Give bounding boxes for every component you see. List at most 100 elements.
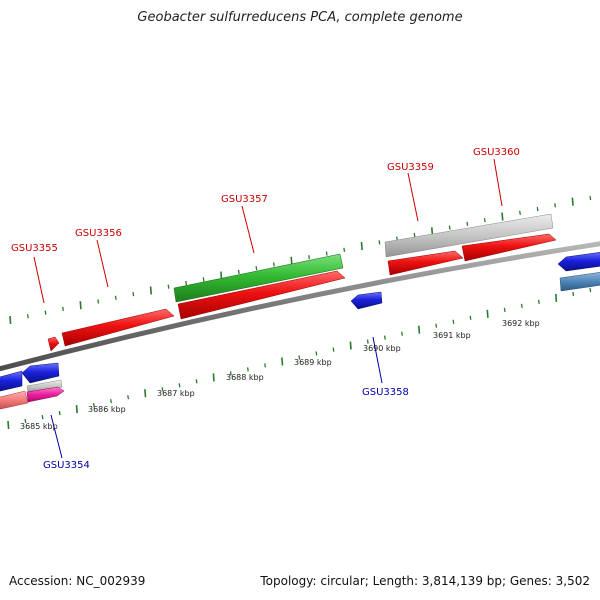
gene-label-GSU3356[interactable]: GSU3356 — [75, 228, 122, 239]
scale-label: 3685 kbp — [20, 422, 58, 431]
scale-tick — [62, 306, 64, 311]
scale-labels: 3685 kbp 3686 kbp 3687 kbp 3688 kbp 3689… — [20, 319, 540, 431]
scale-tick — [144, 389, 147, 398]
gene-GSU3359-gray-bar[interactable] — [384, 213, 554, 258]
gene-left-salmon-bar[interactable] — [0, 390, 29, 410]
scale-tick — [7, 420, 10, 430]
gene-GSU3356-arrow[interactable] — [61, 308, 175, 347]
label-leaders — [33, 158, 503, 459]
gene-GSU3360-arrow[interactable] — [461, 233, 557, 262]
scale-tick — [486, 309, 489, 318]
leader-GSU3360 — [493, 158, 503, 207]
gene-label-GSU3360[interactable]: GSU3360 — [473, 147, 520, 158]
gene-left-gray-bar[interactable] — [26, 379, 63, 394]
scale-label: 3692 kbp — [502, 319, 540, 328]
scale-tick — [246, 367, 249, 372]
scale-tick — [24, 418, 27, 424]
scale-tick — [79, 301, 82, 310]
scale-tick — [418, 325, 421, 334]
scale-tick — [503, 307, 506, 312]
scale-tick — [132, 292, 135, 297]
scale-tick — [520, 303, 523, 308]
scale-tick — [167, 284, 170, 289]
scale-label: 3686 kbp — [88, 405, 126, 414]
scale-label: 3690 kbp — [363, 344, 401, 353]
scale-tick — [308, 255, 311, 260]
scale-tick — [360, 242, 363, 251]
gene-label-GSU3354[interactable]: GSU3354 — [43, 460, 90, 471]
scale-tick — [264, 363, 267, 368]
genome-backbone — [0, 241, 600, 372]
scale-tick — [178, 383, 181, 388]
gene-label-GSU3359[interactable]: GSU3359 — [387, 162, 434, 173]
scale-tick — [237, 269, 240, 274]
scale-tick — [92, 403, 95, 408]
gene-GSU3355-arrow[interactable] — [47, 336, 60, 352]
gene-GSU3354-arrow[interactable] — [26, 386, 65, 403]
scale-tick — [554, 203, 557, 208]
scale-tick — [185, 280, 188, 286]
scale-tick — [298, 355, 301, 360]
leader-GSU3354 — [50, 414, 63, 459]
gene-left-blue-arrow-2[interactable] — [21, 362, 60, 384]
scale-tick — [229, 371, 232, 376]
scale-tick — [343, 247, 346, 252]
scale-tick — [378, 240, 381, 245]
genome-title: Geobacter sulfurreducens PCA, complete g… — [137, 10, 463, 25]
scale-tick — [448, 225, 451, 230]
scale-tick — [483, 218, 486, 223]
gene-labels: GSU3355 GSU3356 GSU3357 GSU3359 GSU3360 … — [11, 147, 520, 471]
scale-tick — [44, 310, 47, 315]
scale-tick — [572, 291, 575, 297]
gene-right-steel-bar[interactable] — [559, 272, 600, 292]
gene-GSU3359-arrow[interactable] — [387, 250, 464, 276]
gene-GSU3358-arrow[interactable] — [350, 291, 383, 310]
scale-tick — [272, 262, 275, 267]
gene-label-GSU3357[interactable]: GSU3357 — [221, 194, 268, 205]
scale-tick — [537, 299, 540, 304]
leader-GSU3355 — [33, 256, 45, 304]
scale-tick — [466, 221, 469, 226]
accession-text: Accession: NC_002939 — [9, 574, 146, 588]
scale-tick — [9, 315, 12, 325]
scale-tick — [75, 405, 78, 414]
leader-GSU3357 — [241, 205, 255, 254]
scale-tick — [281, 357, 284, 366]
scale-tick — [97, 299, 100, 304]
scale-tick — [127, 395, 130, 400]
scale-tick — [41, 415, 44, 420]
scale-tick — [332, 347, 335, 352]
scale-tick — [58, 411, 61, 416]
scale-tick — [195, 379, 198, 384]
scale-label: 3688 kbp — [226, 373, 264, 382]
scale-tick — [571, 197, 574, 206]
gene-GSU3357-arrow[interactable] — [173, 253, 344, 303]
gene-right-blue-arrow[interactable] — [557, 252, 600, 272]
scale-tick — [452, 319, 455, 324]
scale-tick — [26, 314, 29, 319]
scale-tick — [110, 399, 112, 404]
gene-GSU3357-red-arrow[interactable] — [177, 270, 346, 320]
scale-tick — [589, 195, 592, 201]
scale-tick — [536, 207, 539, 212]
scale-tick — [212, 373, 215, 382]
scale-label: 3687 kbp — [157, 389, 195, 398]
scale-tick — [290, 256, 293, 265]
scale-tick — [519, 210, 521, 215]
scale-tick — [501, 212, 504, 221]
genome-summary-text: Topology: circular; Length: 3,814,139 bp… — [260, 574, 590, 588]
scale-tick — [555, 293, 558, 302]
gene-left-blue-arrow-1[interactable] — [0, 370, 23, 392]
scale-tick — [315, 351, 318, 356]
scale-tick — [149, 286, 152, 295]
scale-tick — [161, 387, 164, 392]
leader-GSU3358 — [372, 336, 383, 384]
scale-label: 3689 kbp — [294, 358, 332, 367]
gene-label-GSU3355[interactable]: GSU3355 — [11, 243, 58, 254]
tick-row-reverse — [7, 287, 592, 430]
leader-GSU3359 — [407, 172, 419, 222]
scale-tick — [469, 315, 472, 320]
gene-label-GSU3358[interactable]: GSU3358 — [362, 387, 409, 398]
